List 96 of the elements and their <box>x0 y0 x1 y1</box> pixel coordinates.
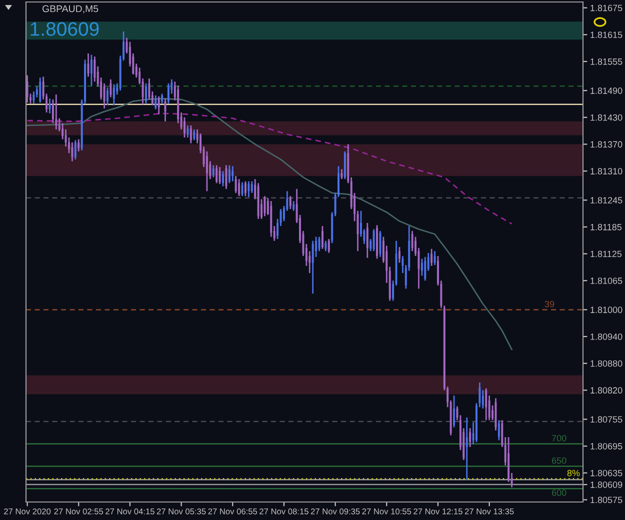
y-tick-label: 1.81615 <box>590 32 622 38</box>
annotation: 650 <box>552 457 566 464</box>
y-tick-label: 1.80880 <box>590 360 622 367</box>
candlestick <box>90 54 92 86</box>
candlestick <box>372 228 375 252</box>
candlestick <box>318 236 320 252</box>
x-tick-label: 27 Nov 04:15 <box>106 508 154 514</box>
candlestick <box>167 82 170 104</box>
y-tick-label: 1.81065 <box>590 278 622 284</box>
candlestick <box>74 140 76 160</box>
y-tick-label: 1.80940 <box>590 333 622 340</box>
y-tick-label: 1.80755 <box>590 416 622 423</box>
candlestick <box>312 240 314 294</box>
candlestick <box>340 168 343 180</box>
candlestick <box>379 230 382 258</box>
annotation: 39 <box>544 300 554 308</box>
candlestick <box>250 180 253 194</box>
x-tick-label: 27 Nov 09:35 <box>310 508 360 514</box>
candlestick <box>466 416 468 481</box>
candlestick <box>110 78 112 98</box>
y-tick-label: 1.81675 <box>590 4 622 12</box>
y-tick-label: 1.81370 <box>590 141 622 148</box>
x-tick-label: 27 Nov 08:15 <box>260 508 308 514</box>
candlestick <box>112 84 115 106</box>
x-tick-label: 27 Nov 06:55 <box>208 508 258 514</box>
candlestick <box>321 225 324 250</box>
y-tick-label: 1.81245 <box>590 197 622 204</box>
candlestick <box>154 94 157 110</box>
candlestick <box>106 86 108 106</box>
candlestick <box>212 164 214 178</box>
candlestick <box>206 150 208 192</box>
annotation: 700 <box>552 434 566 442</box>
candlestick <box>184 116 186 138</box>
candlestick <box>498 419 500 441</box>
candlestick <box>190 124 192 144</box>
candlestick <box>411 230 414 252</box>
y-tick-label: 1.80609 <box>590 482 622 488</box>
candlestick <box>264 195 266 217</box>
y-tick-label: 1.80575 <box>590 496 622 504</box>
candlestick <box>244 180 246 197</box>
x-tick-label: 27 Nov 05:35 <box>156 508 206 514</box>
candlestick <box>161 92 164 104</box>
candlestick <box>158 96 160 115</box>
candlestick <box>55 94 58 130</box>
candlestick <box>145 82 147 104</box>
candlestick <box>328 238 330 254</box>
y-tick-label: 1.81555 <box>590 58 622 65</box>
x-tick-label: 27 Nov 13:35 <box>464 508 514 514</box>
annotation: 600 <box>552 490 566 496</box>
y-tick-label: 1.80695 <box>590 443 622 450</box>
candlestick <box>398 246 400 264</box>
band-label: 1.80609 <box>30 22 99 36</box>
y-tick-label: 1.81125 <box>590 250 622 258</box>
annotation: 8% <box>567 470 580 476</box>
y-tick-label: 1.80820 <box>590 387 622 394</box>
candlestick <box>238 178 240 197</box>
y-tick-label: 1.80635 <box>590 470 622 476</box>
candlestick <box>248 180 250 198</box>
x-tick-label: 27 Nov 12:15 <box>414 508 462 514</box>
candlestick <box>485 388 488 421</box>
x-tick-label: 27 Nov 02:55 <box>54 508 104 514</box>
candlestick <box>228 164 230 184</box>
candlestick <box>469 428 472 448</box>
candlestick <box>32 90 35 104</box>
candlestick <box>186 124 189 138</box>
candlestick <box>225 164 228 190</box>
candlestick <box>234 175 237 194</box>
line-series <box>26 112 512 225</box>
candlestick <box>232 165 234 182</box>
candlestick <box>216 164 218 184</box>
y-tick-label: 1.81490 <box>590 88 622 94</box>
x-tick-label: 27 Nov 2020 <box>4 508 51 514</box>
candlestick <box>430 248 433 267</box>
candlestick <box>222 170 224 187</box>
candlestick <box>289 195 292 210</box>
y-tick-label: 1.81430 <box>590 114 622 121</box>
candlestick <box>71 142 74 162</box>
y-tick-label: 1.81310 <box>590 168 622 174</box>
candlestick <box>39 76 42 104</box>
candlestick <box>48 98 51 114</box>
candlestick <box>78 138 80 152</box>
candlestick <box>193 128 196 141</box>
candlestick <box>366 222 368 259</box>
candlestick <box>26 74 28 104</box>
y-tick-label: 1.81185 <box>590 224 622 230</box>
candlestick <box>420 258 423 276</box>
y-tick-label: 1.81000 <box>590 306 622 314</box>
candlestick <box>218 166 221 185</box>
candlestick <box>94 56 96 82</box>
candlestick <box>453 394 456 428</box>
chart-title: GBPAUD,M5 <box>42 5 98 14</box>
candlestick <box>292 200 295 212</box>
x-tick-label: 27 Nov 10:55 <box>362 508 412 514</box>
candlestick <box>424 256 426 282</box>
candlestick <box>434 250 436 266</box>
candlestick <box>324 240 327 252</box>
